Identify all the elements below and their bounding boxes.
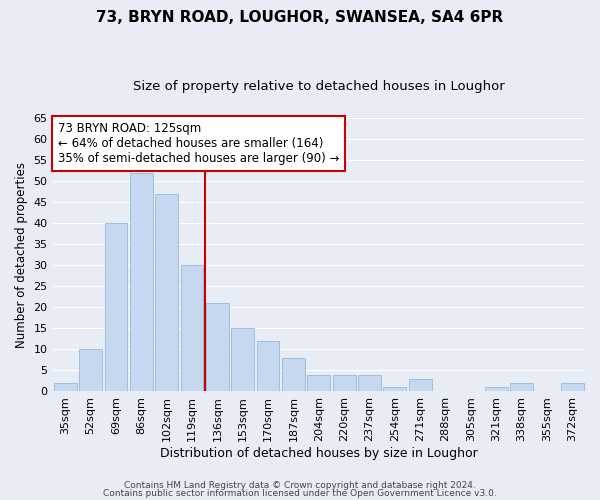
X-axis label: Distribution of detached houses by size in Loughor: Distribution of detached houses by size … [160,447,478,460]
Bar [561,383,584,392]
Bar [358,374,381,392]
Y-axis label: Number of detached properties: Number of detached properties [15,162,28,348]
Bar [307,374,330,392]
Bar [409,379,431,392]
Bar [181,265,203,392]
Bar [257,341,280,392]
Bar [79,350,102,392]
Bar [54,383,77,392]
Bar [155,194,178,392]
Title: Size of property relative to detached houses in Loughor: Size of property relative to detached ho… [133,80,505,93]
Bar [130,172,152,392]
Bar [333,374,356,392]
Text: 73 BRYN ROAD: 125sqm
← 64% of detached houses are smaller (164)
35% of semi-deta: 73 BRYN ROAD: 125sqm ← 64% of detached h… [58,122,339,165]
Bar [282,358,305,392]
Bar [206,303,229,392]
Bar [383,387,406,392]
Bar [485,387,508,392]
Bar [104,223,127,392]
Bar [510,383,533,392]
Text: 73, BRYN ROAD, LOUGHOR, SWANSEA, SA4 6PR: 73, BRYN ROAD, LOUGHOR, SWANSEA, SA4 6PR [97,10,503,25]
Text: Contains public sector information licensed under the Open Government Licence v3: Contains public sector information licen… [103,488,497,498]
Text: Contains HM Land Registry data © Crown copyright and database right 2024.: Contains HM Land Registry data © Crown c… [124,481,476,490]
Bar [231,328,254,392]
